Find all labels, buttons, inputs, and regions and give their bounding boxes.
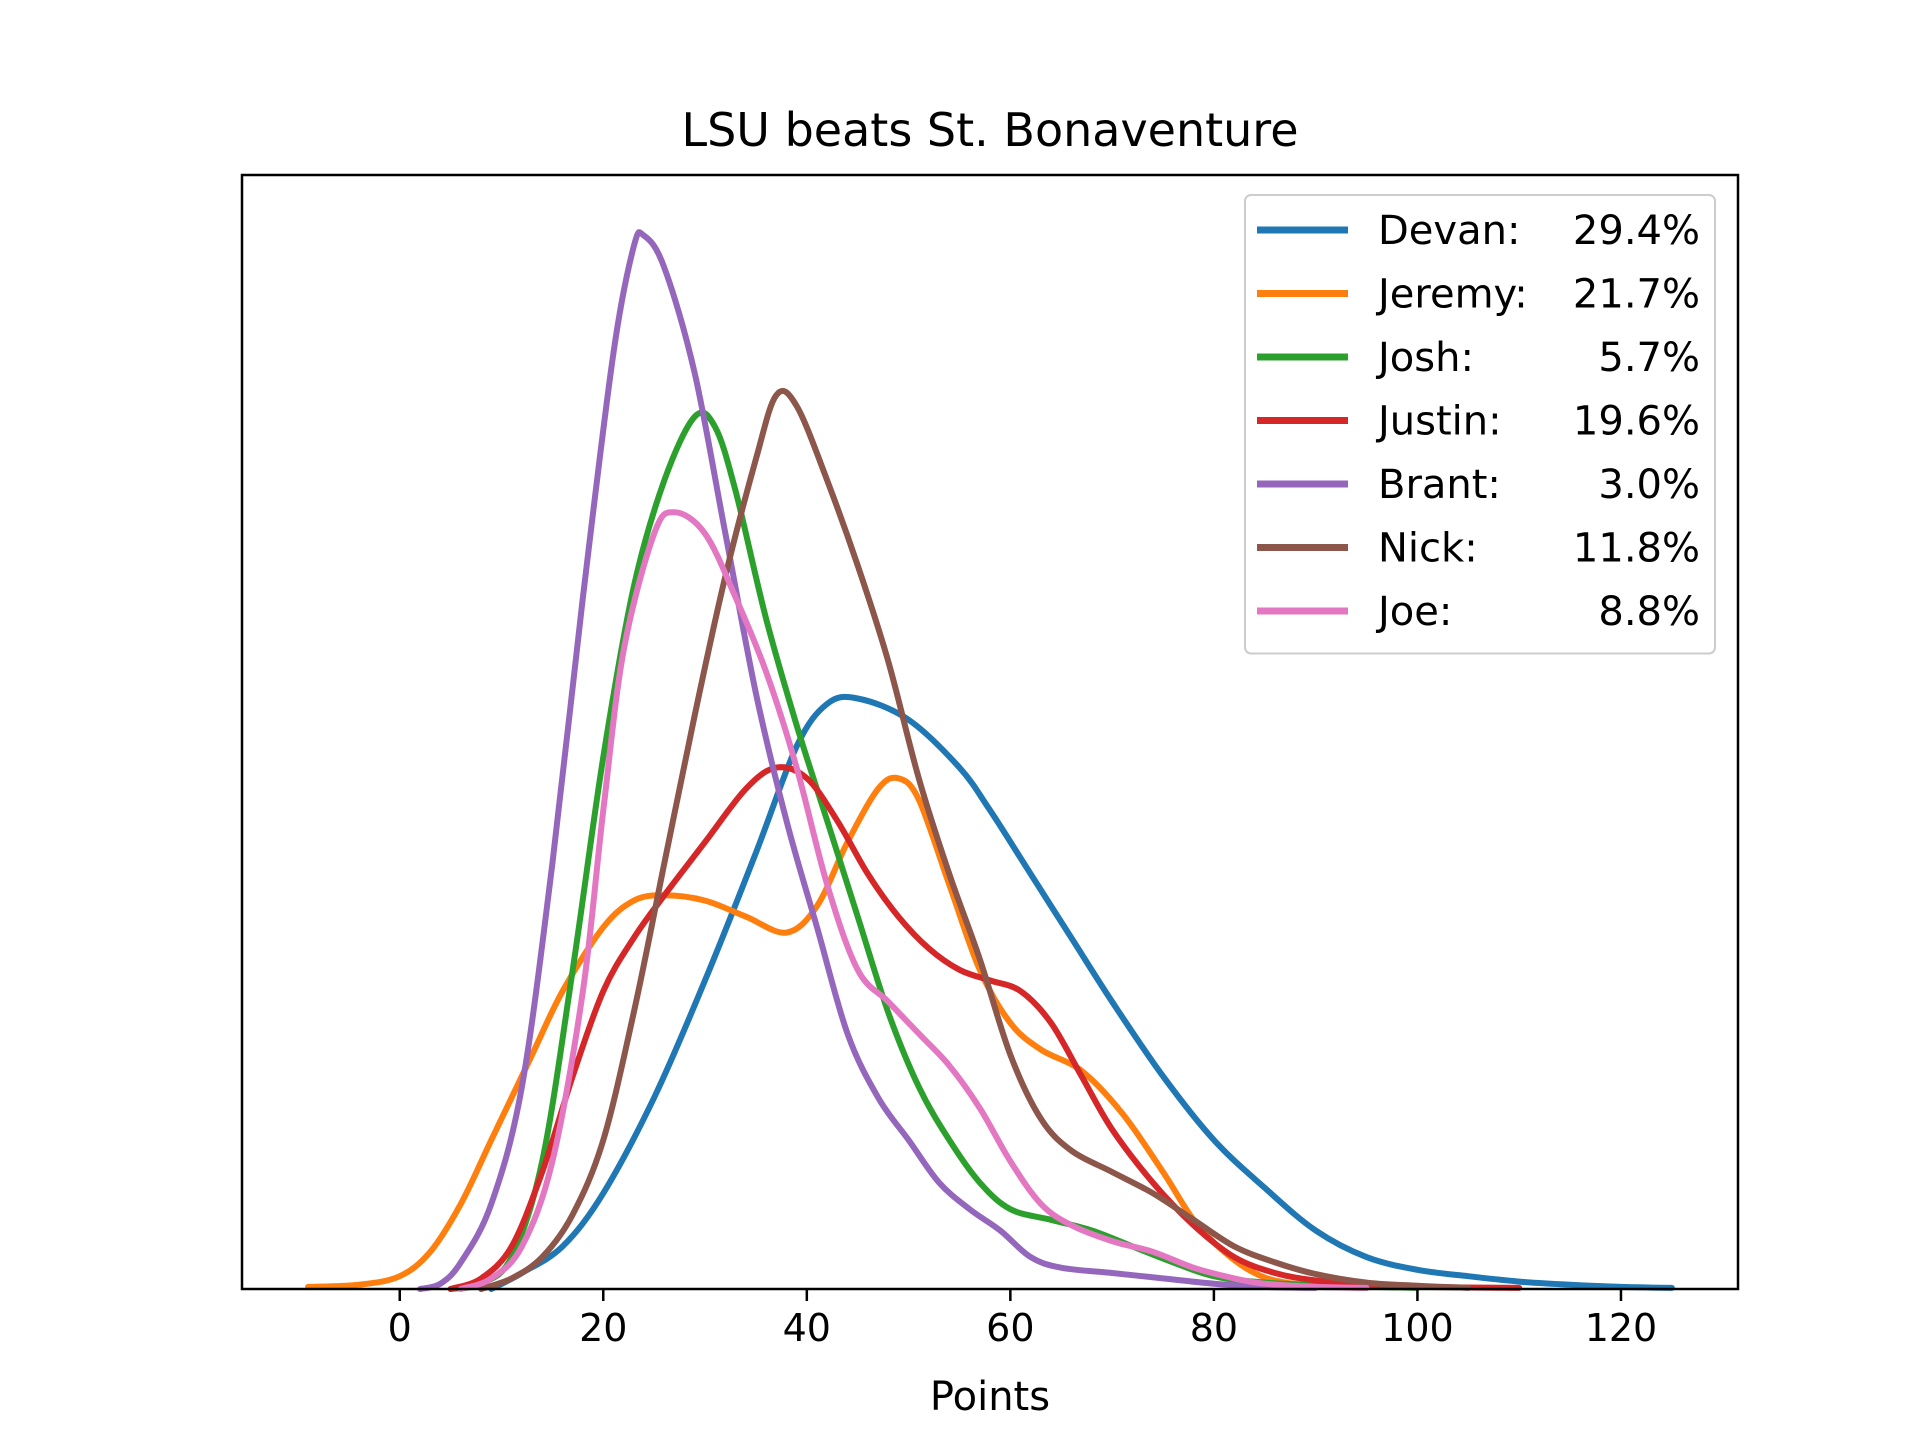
legend-box (1244, 194, 1716, 655)
x-tick-label: 0 (388, 1306, 412, 1350)
legend-label-brant: Brant: (1378, 462, 1501, 508)
x-tick-label: 60 (986, 1306, 1034, 1350)
legend-label-justin: Justin: (1375, 399, 1502, 445)
series-line-jeremy (305, 774, 1370, 1291)
legend-label-nick: Nick: (1378, 526, 1478, 572)
legend-value-nick: 11.8% (1573, 526, 1700, 572)
plot-frame (240, 173, 1740, 1291)
legend-value-joe: 8.8% (1598, 589, 1700, 635)
x-tick-label: 100 (1381, 1306, 1454, 1350)
legend-value-jeremy: 21.7% (1573, 272, 1700, 318)
x-axis: 0 20 40 60 80 100 120 (388, 1289, 1658, 1350)
x-tick-label: 20 (579, 1306, 627, 1350)
series-line-devan (488, 693, 1675, 1292)
chart-title: LSU beats St. Bonaventure (681, 103, 1298, 157)
legend-label-devan: Devan: (1378, 208, 1520, 254)
series-line-nick (478, 387, 1472, 1292)
legend-label-joe: Joe: (1375, 589, 1452, 635)
series-lines (305, 229, 1675, 1292)
legend-label-jeremy: Jeremy: (1375, 272, 1528, 318)
series-line-justin (447, 764, 1523, 1292)
legend-value-brant: 3.0% (1598, 462, 1700, 508)
x-axis-label: Points (930, 1374, 1050, 1420)
x-tick-label: 120 (1585, 1306, 1658, 1350)
x-tick-label: 40 (783, 1306, 831, 1350)
legend-label-josh: Josh: (1375, 335, 1474, 381)
series-line-joe (457, 509, 1370, 1292)
legend-value-devan: 29.4% (1573, 208, 1700, 254)
legend-value-justin: 19.6% (1573, 399, 1700, 445)
legend: Devan: 29.4% Jeremy: 21.7% Josh: 5.7% Justin: 1… (1244, 194, 1716, 655)
x-tick-label: 80 (1190, 1306, 1238, 1350)
legend-value-josh: 5.7% (1598, 335, 1700, 381)
